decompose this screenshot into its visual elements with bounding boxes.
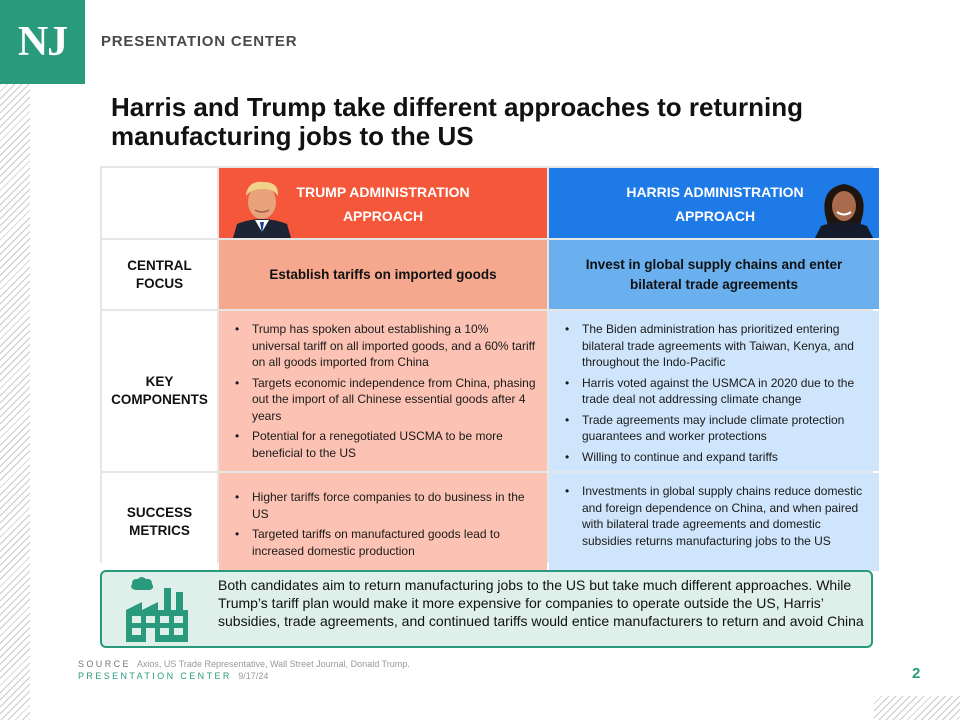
list-item: Targets economic independence from China… xyxy=(233,375,539,425)
central-focus-label-line2: FOCUS xyxy=(135,275,184,291)
harris-key-components: The Biden administration has prioritized… xyxy=(549,311,879,471)
summary-callout: Both candidates aim to return manufactur… xyxy=(100,570,873,648)
trump-success-metrics: Higher tariffs force companies to do bus… xyxy=(219,473,547,571)
comparison-table: TRUMP ADMINISTRATION APPROACH HARRIS ADM… xyxy=(100,166,879,571)
central-focus-label-line1: CENTRAL xyxy=(127,257,192,273)
trump-header-line1: TRUMP ADMINISTRATION xyxy=(296,184,470,200)
list-item: Higher tariffs force companies to do bus… xyxy=(233,489,539,522)
row-label-central-focus: CENTRAL FOCUS xyxy=(102,240,217,309)
trump-central-focus: Establish tariffs on imported goods xyxy=(219,240,547,309)
list-item: Investments in global supply chains redu… xyxy=(563,483,871,549)
harris-header-line2: APPROACH xyxy=(674,208,756,224)
summary-text: Both candidates aim to return manufactur… xyxy=(218,577,864,629)
trump-portrait xyxy=(231,174,293,238)
presentation-center-line: PRESENTATION CENTER 9/17/24 xyxy=(78,671,268,681)
list-item: Trump has spoken about establishing a 10… xyxy=(233,321,539,371)
nj-logo: NJ xyxy=(0,0,85,84)
slide-headline: Harris and Trump take different approach… xyxy=(111,92,804,151)
list-item: Willing to continue and expand tariffs xyxy=(563,449,871,466)
harris-column-header: HARRIS ADMINISTRATION APPROACH xyxy=(549,168,879,238)
harris-portrait xyxy=(813,174,875,238)
trump-header-line2: APPROACH xyxy=(342,208,424,224)
row-label-success-metrics: SUCCESS METRICS xyxy=(102,473,217,571)
factory-icon xyxy=(126,577,188,642)
presentation-center-label: PRESENTATION CENTER xyxy=(78,671,232,681)
source-text: Axios, US Trade Representative, Wall Str… xyxy=(136,659,410,669)
list-item: Potential for a renegotiated USCMA to be… xyxy=(233,428,539,461)
page-number: 2 xyxy=(912,665,921,682)
list-item: Harris voted against the USMCA in 2020 d… xyxy=(563,375,871,408)
trump-column-header: TRUMP ADMINISTRATION APPROACH xyxy=(219,168,547,238)
decorative-stripes-left xyxy=(0,84,30,720)
list-item: Targeted tariffs on manufactured goods l… xyxy=(233,526,539,559)
source-label: SOURCE xyxy=(78,659,131,669)
row-label-key-components: KEY COMPONENTS xyxy=(102,311,217,471)
key-components-label-line2: COMPONENTS xyxy=(111,392,208,407)
table-corner-cell xyxy=(102,168,217,238)
decorative-stripes-bottom xyxy=(874,696,960,720)
list-item: Trade agreements may include climate pro… xyxy=(563,412,871,445)
footer-date: 9/17/24 xyxy=(238,671,269,681)
source-line: SOURCE Axios, US Trade Representative, W… xyxy=(78,659,410,669)
harris-header-line1: HARRIS ADMINISTRATION xyxy=(626,184,804,200)
key-components-label-line1: KEY xyxy=(145,374,174,389)
success-metrics-label-line2: METRICS xyxy=(129,523,190,538)
trump-key-components: Trump has spoken about establishing a 10… xyxy=(219,311,547,471)
harris-header-title: HARRIS ADMINISTRATION APPROACH xyxy=(595,180,835,228)
harris-central-focus: Invest in global supply chains and enter… xyxy=(549,240,879,309)
header-title: PRESENTATION CENTER xyxy=(101,33,298,50)
harris-success-metrics: Investments in global supply chains redu… xyxy=(549,473,879,571)
list-item: The Biden administration has prioritized… xyxy=(563,321,871,371)
success-metrics-label-line1: SUCCESS xyxy=(126,505,193,520)
trump-header-title: TRUMP ADMINISTRATION APPROACH xyxy=(283,180,483,228)
